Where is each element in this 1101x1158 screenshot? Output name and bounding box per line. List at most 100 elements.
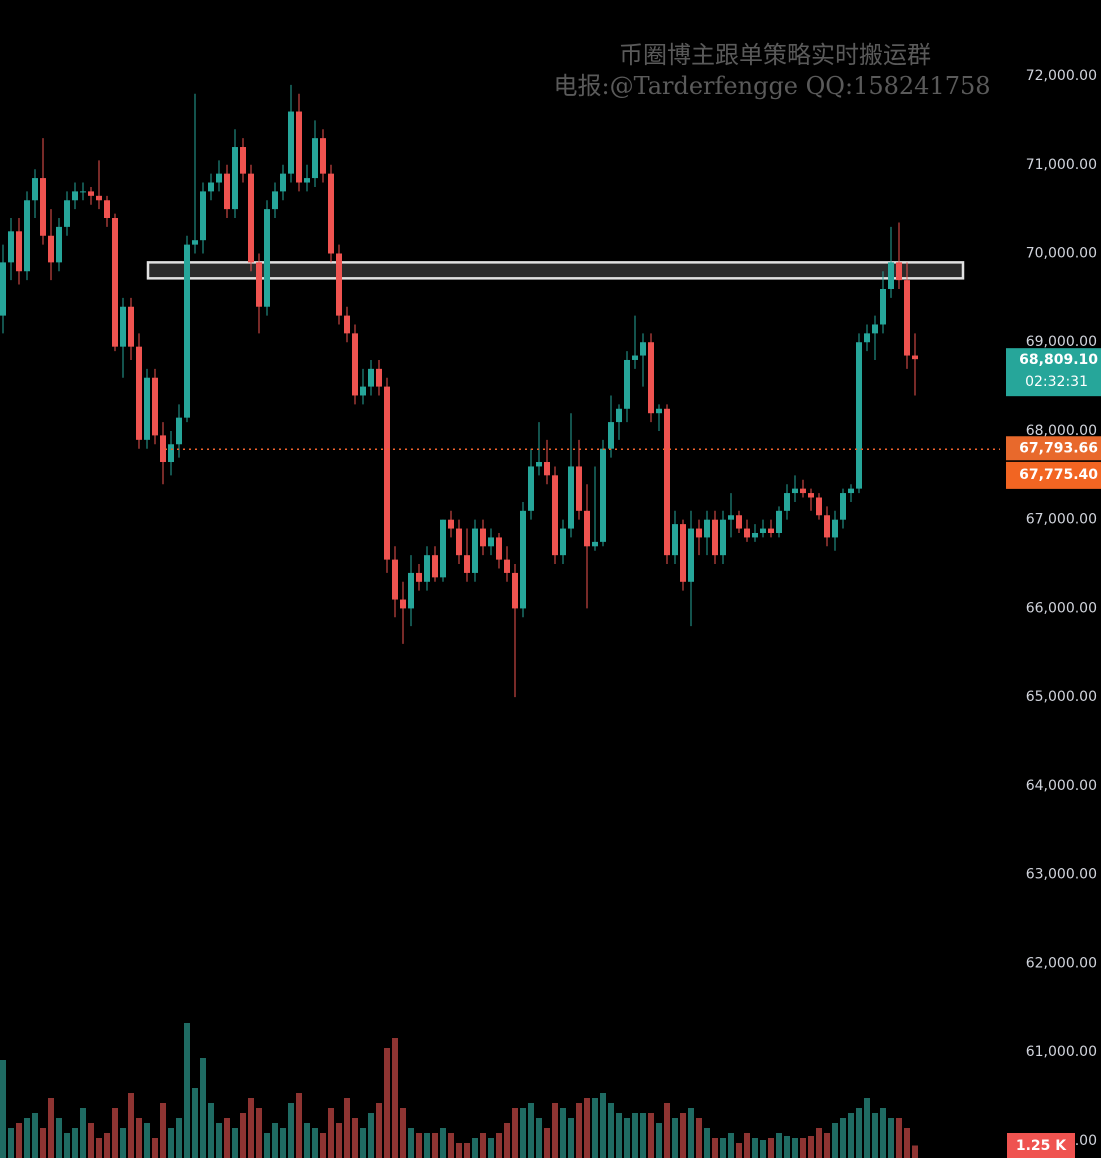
candle-body (632, 355, 638, 360)
last-price-box (1006, 348, 1101, 397)
candle-body (648, 342, 654, 414)
candle-body (728, 515, 734, 520)
candle-body (0, 262, 6, 316)
volume-bar (400, 1108, 406, 1158)
candle-body (416, 572, 422, 582)
candle-body (688, 528, 694, 582)
candle-body (48, 235, 54, 263)
candle-body (152, 377, 158, 436)
volume-bar (736, 1143, 742, 1158)
volume-bar (496, 1133, 502, 1158)
candle-body (792, 488, 798, 494)
candle-body (104, 200, 110, 219)
volume-label-box (1007, 1133, 1075, 1158)
volume-bar (760, 1140, 766, 1158)
volume-bar (536, 1118, 542, 1158)
volume-bar (88, 1123, 94, 1158)
line-price-box (1006, 436, 1101, 461)
volume-bar (584, 1098, 590, 1158)
candle-body (872, 324, 878, 334)
volume-bar (208, 1103, 214, 1158)
volume-bar (568, 1118, 574, 1158)
candle-body (576, 466, 582, 511)
candle-body (672, 524, 678, 556)
candle-body (456, 528, 462, 556)
volume-bar (376, 1103, 382, 1158)
volume-bar (240, 1113, 246, 1158)
volume-bar (592, 1098, 598, 1158)
candle-body (168, 444, 174, 463)
candle-body (368, 368, 374, 387)
resistance-zone (146, 261, 965, 280)
volume-bar (648, 1113, 654, 1158)
volume-bar (688, 1108, 694, 1158)
volume-bar (424, 1133, 430, 1158)
candle-body (240, 147, 246, 174)
volume-label: 1.25 K (1016, 1138, 1067, 1154)
candle-body (264, 209, 270, 307)
volume-bar (672, 1118, 678, 1158)
volume-bar (56, 1118, 62, 1158)
candle-body (472, 528, 478, 573)
candle-body (328, 173, 334, 254)
volume-bar (472, 1138, 478, 1158)
candle-body (232, 147, 238, 210)
y-tick-label: 64,000.00 (1026, 778, 1097, 794)
candle-body (536, 462, 542, 467)
candle-body (584, 510, 590, 547)
candle-body (776, 510, 782, 533)
volume-bar (880, 1108, 886, 1158)
candle-body (160, 435, 166, 463)
candle-body (560, 528, 566, 556)
other-price-label: 67,775.40 (1019, 467, 1098, 483)
volume-bar (200, 1058, 206, 1158)
candle-body (816, 497, 822, 516)
volume-bar (256, 1108, 262, 1158)
volume-bar (456, 1143, 462, 1158)
volume-bar (776, 1133, 782, 1158)
volume-bar (712, 1138, 718, 1158)
candle-body (40, 178, 46, 236)
volume-bar (664, 1103, 670, 1158)
volume-bar (744, 1133, 750, 1158)
volume-bar (304, 1123, 310, 1158)
volume-bar (336, 1123, 342, 1158)
candle-body (864, 333, 870, 343)
candle-body (800, 488, 806, 494)
volume-bar (520, 1108, 526, 1158)
volume-bar (560, 1108, 566, 1158)
candle-body (408, 572, 414, 609)
volume-bar (8, 1128, 14, 1158)
volume-bar (232, 1128, 238, 1158)
volume-bar (272, 1123, 278, 1158)
y-tick-label: 71,000.00 (1026, 157, 1097, 173)
volume-bar (216, 1123, 222, 1158)
volume-bar (856, 1108, 862, 1158)
volume-bar (720, 1138, 726, 1158)
candle-body (608, 422, 614, 449)
volume-bar (64, 1133, 70, 1158)
volume-bar (848, 1113, 854, 1158)
candle-body (760, 528, 766, 533)
candle-body (568, 466, 574, 529)
candle-body (184, 244, 190, 418)
candle-body (64, 200, 70, 227)
candle-body (400, 599, 406, 609)
volume-bar (288, 1103, 294, 1158)
candle-body (136, 346, 142, 440)
candle-body (424, 555, 430, 582)
candle-body (504, 559, 510, 573)
candle-body (552, 475, 558, 556)
candle-body (392, 559, 398, 600)
volume-bar (696, 1118, 702, 1158)
volume-bar (32, 1113, 38, 1158)
volume-bar (640, 1113, 646, 1158)
candle-body (192, 240, 198, 245)
candle-body (16, 231, 22, 272)
candle-body (480, 528, 486, 547)
candle-body (432, 555, 438, 578)
candle-body (24, 200, 30, 272)
candle-body (112, 218, 118, 347)
candle-body (32, 178, 38, 201)
candle-body (120, 306, 126, 347)
